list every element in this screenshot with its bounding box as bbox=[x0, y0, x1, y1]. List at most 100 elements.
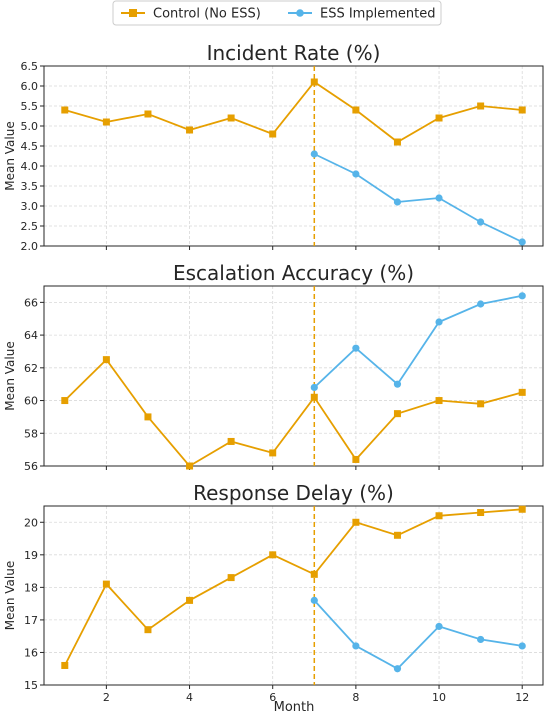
control-data-point bbox=[61, 106, 69, 114]
ess-data-point bbox=[435, 194, 443, 202]
control-data-point bbox=[227, 574, 235, 582]
legend-control-marker bbox=[129, 9, 137, 17]
control-data-point bbox=[227, 437, 235, 445]
ess-data-point bbox=[518, 292, 526, 300]
y-tick-label: 18 bbox=[24, 581, 38, 594]
y-tick-label: 6.5 bbox=[21, 60, 39, 73]
control-data-point bbox=[227, 114, 235, 122]
panel-incident-rate: 2.0 2.5 3.0 3.5 4.0 4.5 5.0 5.5 6.0 6.5 Incident R… bbox=[3, 41, 544, 253]
ess-data-point bbox=[352, 344, 360, 352]
control-data-point bbox=[186, 596, 194, 604]
control-data-point bbox=[144, 413, 152, 421]
panel-response-delay: 15 16 17 18 19 20 2 4 6 8 10 12 Response Delay (%) Me… bbox=[3, 481, 544, 704]
y-tick-label: 64 bbox=[24, 329, 38, 342]
control-data-point bbox=[102, 580, 110, 588]
control-data-point bbox=[352, 455, 360, 463]
legend-frame bbox=[112, 0, 442, 26]
ess-series-line bbox=[313, 294, 523, 389]
ess-data-point bbox=[310, 150, 318, 158]
x-tick-label: 12 bbox=[515, 691, 529, 704]
y-tick-label: 5.5 bbox=[21, 100, 39, 113]
chart-title: Escalation Accuracy (%) bbox=[173, 261, 414, 285]
ess-data-point bbox=[477, 635, 485, 644]
y-tick-label: 4.0 bbox=[21, 160, 39, 173]
y-tick-label: 5.0 bbox=[21, 120, 39, 133]
ess-data-point bbox=[477, 300, 485, 308]
control-data-point bbox=[393, 531, 401, 539]
control-data-point bbox=[310, 78, 318, 86]
control-data-point bbox=[144, 110, 152, 118]
y-tick-label: 3.0 bbox=[21, 200, 39, 213]
ess-data-point bbox=[518, 238, 526, 246]
y-tick-label: 2.0 bbox=[21, 240, 39, 253]
control-data-point bbox=[186, 462, 194, 470]
plot-frame bbox=[43, 65, 544, 247]
legend-ess-marker bbox=[296, 9, 304, 17]
control-data-point bbox=[269, 551, 277, 559]
y-axis-label: Mean Value bbox=[3, 341, 17, 410]
y-tick-label: 15 bbox=[24, 679, 38, 692]
y-tick-label: 56 bbox=[24, 460, 38, 473]
y-axis-label: Mean Value bbox=[3, 121, 17, 190]
x-axis-label: Month bbox=[274, 700, 315, 715]
y-tick-label: 3.5 bbox=[21, 180, 39, 193]
ess-data-point bbox=[352, 642, 360, 650]
ess-data-point bbox=[310, 383, 318, 392]
y-tick-label: 20 bbox=[24, 516, 38, 529]
control-data-point bbox=[393, 410, 401, 418]
control-data-point bbox=[477, 509, 485, 517]
ess-data-point bbox=[477, 218, 485, 226]
plot-frame bbox=[43, 505, 544, 686]
x-tick-label: 2 bbox=[103, 691, 110, 704]
ess-data-point bbox=[435, 622, 443, 631]
control-data-point bbox=[435, 512, 443, 520]
control-series-line bbox=[64, 358, 523, 468]
ess-data-point bbox=[352, 170, 360, 178]
y-tick-label: 58 bbox=[24, 427, 38, 440]
control-data-point bbox=[352, 518, 360, 526]
ess-series-line bbox=[313, 153, 523, 243]
control-data-point bbox=[102, 118, 110, 126]
control-data-point bbox=[61, 661, 69, 669]
panel-escalation-accuracy: 56 58 60 62 64 66 Escalation Accuracy (%) Mean … bbox=[3, 261, 544, 473]
control-series-line bbox=[64, 80, 523, 144]
control-data-point bbox=[435, 114, 443, 122]
control-data-point bbox=[186, 126, 194, 134]
ess-series-line bbox=[313, 599, 523, 670]
control-data-point bbox=[518, 505, 526, 513]
x-tick-label: 6 bbox=[269, 691, 276, 704]
control-data-point bbox=[518, 388, 526, 396]
control-data-point bbox=[477, 102, 485, 110]
control-data-point bbox=[435, 397, 443, 405]
control-series-line bbox=[63, 508, 523, 666]
control-data-point bbox=[269, 449, 277, 457]
y-tick-label: 60 bbox=[24, 395, 38, 408]
y-tick-label: 4.5 bbox=[21, 140, 39, 153]
ess-data-point bbox=[393, 380, 402, 388]
y-tick-label: 17 bbox=[24, 614, 38, 627]
ess-data-point bbox=[393, 665, 402, 673]
control-data-point bbox=[477, 400, 485, 408]
legend-ess-label: ESS Implemented bbox=[320, 7, 435, 22]
control-data-point bbox=[352, 106, 360, 114]
legend: Control (No ESS) ESS Implemented bbox=[112, 0, 442, 26]
x-tick-label: 4 bbox=[186, 691, 193, 704]
y-tick-label: 2.5 bbox=[21, 220, 39, 233]
control-data-point bbox=[269, 130, 277, 138]
y-tick-label: 62 bbox=[24, 362, 38, 375]
control-data-point bbox=[310, 393, 318, 401]
ess-data-point bbox=[310, 596, 318, 604]
ess-data-point bbox=[393, 198, 402, 206]
ess-data-point bbox=[518, 642, 526, 650]
control-data-point bbox=[102, 356, 110, 364]
y-tick-label: 16 bbox=[24, 646, 38, 659]
x-tick-label: 8 bbox=[352, 691, 359, 704]
control-data-point bbox=[518, 106, 526, 114]
control-data-point bbox=[393, 138, 401, 146]
y-tick-label: 19 bbox=[24, 549, 38, 562]
chart-title: Response Delay (%) bbox=[193, 481, 394, 505]
ess-data-point bbox=[435, 318, 443, 326]
x-tick-label: 10 bbox=[432, 691, 446, 704]
y-tick-label: 6.0 bbox=[21, 80, 39, 93]
